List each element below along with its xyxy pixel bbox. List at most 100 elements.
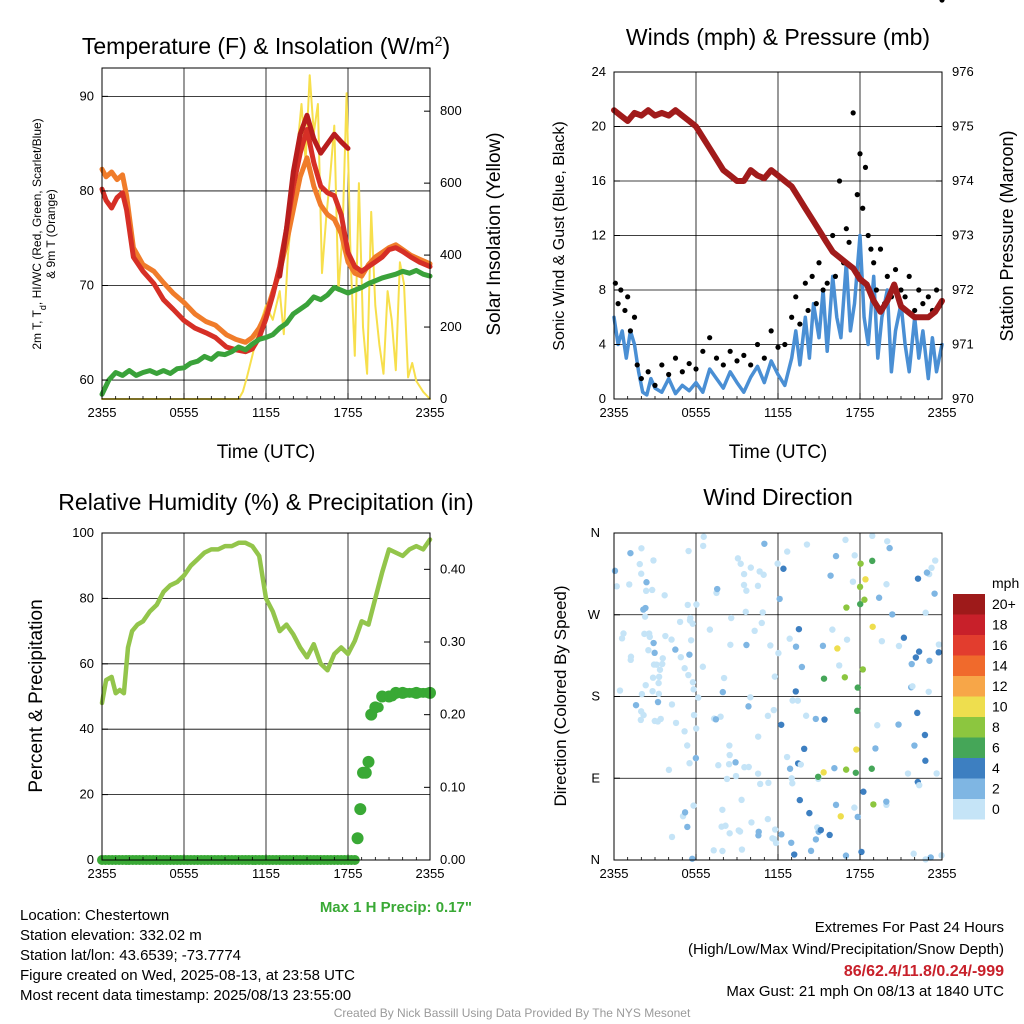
wind-direction-point [681,728,688,735]
wind-direction-point [738,846,746,853]
x-tick-label: 1155 [764,405,792,420]
x-tick-label: 2355 [88,405,117,420]
gust-point [846,239,852,245]
location-text: Location: Chestertown [20,907,170,924]
wind-direction-point [922,757,929,764]
y-tick-label: 40 [80,721,94,736]
gust-point [700,348,706,354]
wind-direction-point [742,608,749,616]
y-tick-label: 90 [80,88,94,103]
gust-point [622,307,628,314]
wind-direction-point [685,671,692,679]
wind-direction-point [743,641,750,649]
x-tick-label: 1755 [334,866,363,881]
gust-point [693,366,699,372]
wind-direction-point [778,721,785,728]
speed-legend-swatch [953,717,985,738]
temperature-title: Temperature (F) & Insolation (W/m2) [82,33,450,59]
wind-direction-point [643,579,650,586]
wind-direction-y-label: Direction (Colored By Speed) [551,585,570,806]
wind-direction-point [861,596,868,603]
wind-direction-point [726,751,733,759]
wind-direction-point [672,719,680,727]
y-tick-label: 80 [80,183,94,198]
x-tick-label: 1755 [846,866,875,881]
extremes-values: 86/62.4/11.8/0.24/-999 [843,963,1004,980]
y-right-tick-label: 971 [952,337,974,352]
wind-direction-point [912,654,920,661]
wind-direction-point [756,780,764,788]
y-right-tick-label: 976 [952,64,974,79]
wind-direction-point [857,600,864,608]
wind-direction-point [677,653,685,661]
wind-direction-point [925,688,932,695]
winds-title: Winds (mph) & Pressure (mb) [626,24,930,50]
wind-direction-point [720,674,728,682]
wind-direction-point [789,780,796,787]
wind-direction-point [650,557,657,564]
wind-direction-point [743,587,750,594]
gust-point [666,371,672,378]
wind-direction-point [922,609,929,616]
wind-direction-point [712,716,720,723]
wind-direction-point [802,712,810,719]
wind-direction-point [928,564,935,572]
gust-point [618,287,624,293]
precip-point [373,702,384,713]
gust-point [713,355,720,361]
wind-direction-point [668,701,676,708]
temperature-y-label-1: 2m T, Td, HI/WC (Red, Green, Scarlet/Blu… [30,118,48,349]
wind-direction-point [706,626,714,633]
wind-direction-point [700,533,707,540]
wind-direction-point [796,796,804,804]
wind-direction-point [626,581,633,588]
wind-direction-point [665,766,673,774]
gust-point [672,355,679,361]
speed-legend-swatch [953,778,985,799]
wind-direction-title: Wind Direction [703,484,853,510]
gust-point [843,226,849,232]
gust-point [816,260,822,266]
wind-direction-point [759,609,766,616]
gust-point [857,151,863,157]
wind-direction-point [661,592,668,599]
gust-point [836,178,843,184]
wind-direction-point [869,623,876,630]
y-tick-label: 60 [80,372,94,387]
wind-direction-point [889,611,896,618]
gust-point [898,287,904,293]
x-tick-label: 2355 [88,866,117,881]
sonic-wind-line [612,233,944,397]
wind-direction-point [656,666,664,673]
wind-direction-point [689,679,697,686]
speed-legend-label: 20+ [992,596,1016,612]
wind-direction-point [651,649,658,657]
wind-direction-point [690,802,697,809]
solar-y-label: Solar Insolation (Yellow) [484,132,505,335]
td-line [99,267,433,397]
wind-direction-point [933,770,940,777]
wind-direction-point [659,655,666,662]
wind-direction-point [921,731,929,739]
y-tick-label: N [591,525,600,540]
gust-point [615,301,621,307]
gust-point [830,232,836,239]
wind-direction-point [931,590,938,597]
wind-direction-point [883,581,890,588]
gust-point [824,280,830,286]
y-right-tick-label: 800 [440,103,462,118]
gust-point [902,294,908,300]
x-tick-label: 1755 [846,405,875,420]
gust-point [720,362,726,368]
y-tick-label: 0 [599,391,606,406]
wind-direction-point [883,798,890,805]
gust-point [775,344,781,350]
wind-direction-point [791,851,798,858]
wind-direction-point [699,663,707,670]
wind-direction-point [784,548,791,555]
x-tick-label: 2355 [416,866,445,881]
wind-direction-point [734,555,742,562]
gust-point [892,266,899,273]
wind-direction-point [935,649,942,656]
gust-point [916,287,922,293]
